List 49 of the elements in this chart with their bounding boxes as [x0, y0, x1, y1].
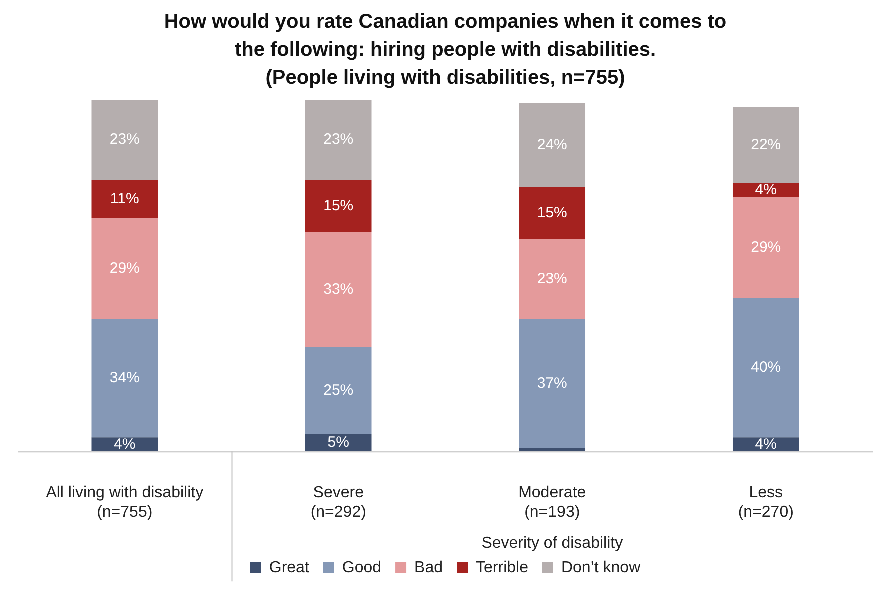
- chart-title: How would you rate Canadian companies when it comes to the following: hiring people with disabilities.: [163, 10, 728, 63]
- data-label: 24%: [537, 136, 568, 154]
- bar: [92, 319, 158, 438]
- bar: [732, 197, 800, 298]
- data-label: 4%: [114, 436, 136, 453]
- bar: [92, 100, 158, 180]
- data-label: 29%: [110, 260, 140, 277]
- data-label: 23%: [324, 131, 354, 148]
- bar: [732, 298, 800, 438]
- bar: [305, 232, 372, 348]
- legend-label: Don’t know: [561, 559, 642, 576]
- x-tick-label: Less (n=270): [738, 484, 794, 521]
- data-label: 23%: [110, 131, 140, 148]
- bar: [519, 448, 586, 452]
- legend-label: Bad: [414, 559, 444, 576]
- data-label: 4%: [755, 182, 777, 199]
- x-tick-label: Severe (n=292): [310, 484, 366, 521]
- x-tick-label: All living with disability (n=755): [46, 484, 204, 521]
- data-label: 29%: [751, 239, 782, 256]
- bar: [305, 434, 372, 452]
- x-tick-label: Moderate (n=193): [518, 484, 586, 521]
- bar: [305, 347, 372, 434]
- bar: [519, 187, 586, 240]
- bar: [305, 100, 372, 180]
- bar: [92, 180, 158, 218]
- data-label: 34%: [110, 370, 140, 387]
- bar: [519, 319, 586, 448]
- text: Severity of disability: [482, 535, 624, 552]
- data-label: 37%: [537, 374, 568, 392]
- bar: [519, 103, 586, 188]
- bar: [92, 438, 158, 452]
- data-label: 33%: [324, 280, 354, 298]
- legend-label: Terrible: [476, 559, 529, 576]
- bar: [732, 106, 800, 184]
- data-label: 15%: [324, 197, 354, 214]
- legend-label: Great: [269, 559, 310, 576]
- data-label: 15%: [537, 204, 568, 222]
- data-label: 40%: [751, 359, 782, 376]
- chart-subtitle: (People living with disabilities, n=755): [264, 66, 626, 91]
- data-label: 25%: [324, 382, 354, 399]
- bar: [305, 180, 372, 232]
- bar: [92, 218, 158, 320]
- legend-label: Good: [342, 559, 382, 576]
- bar: [519, 239, 586, 320]
- data-label: 5%: [328, 434, 350, 452]
- data-label: 4%: [755, 436, 777, 453]
- data-label: 23%: [537, 270, 568, 288]
- data-label: 11%: [110, 190, 140, 208]
- data-label: 22%: [751, 136, 782, 154]
